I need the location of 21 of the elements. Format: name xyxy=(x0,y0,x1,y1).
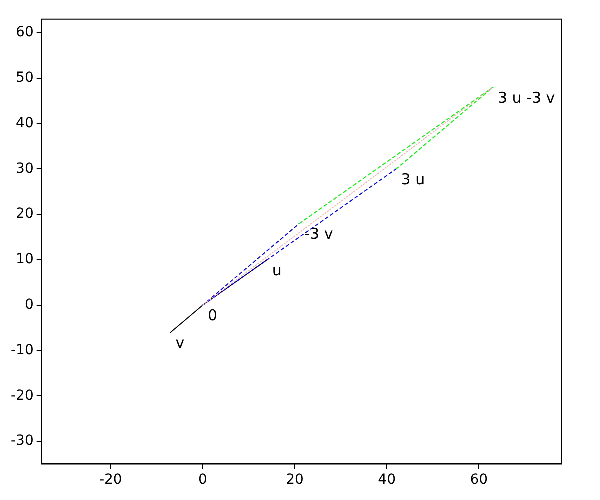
y-tick-label: 40 xyxy=(16,115,34,132)
y-tick-label: -30 xyxy=(10,433,34,450)
y-tick-label: 30 xyxy=(16,160,34,177)
annotation: -3 v xyxy=(304,225,334,244)
y-tick-label: -20 xyxy=(10,388,34,404)
y-tick-label: 20 xyxy=(16,206,34,222)
y-tick-label: -10 xyxy=(10,342,34,358)
annotation: 3 u xyxy=(401,170,426,189)
x-tick-label: 40 xyxy=(378,472,396,488)
y-tick-label: 60 xyxy=(16,24,34,41)
annotation: v xyxy=(176,334,185,352)
x-tick-label: 20 xyxy=(286,472,304,488)
annotation: u xyxy=(272,261,282,280)
x-tick-label: -20 xyxy=(99,472,122,488)
y-tick-label: 50 xyxy=(16,70,34,86)
x-tick-label: 0 xyxy=(198,472,208,488)
annotation: 3 u -3 v xyxy=(498,88,556,107)
annotation: 0 xyxy=(208,306,218,325)
x-tick-label: 60 xyxy=(470,472,488,488)
y-tick-label: 10 xyxy=(16,252,34,268)
y-tick-label: 0 xyxy=(24,296,34,313)
